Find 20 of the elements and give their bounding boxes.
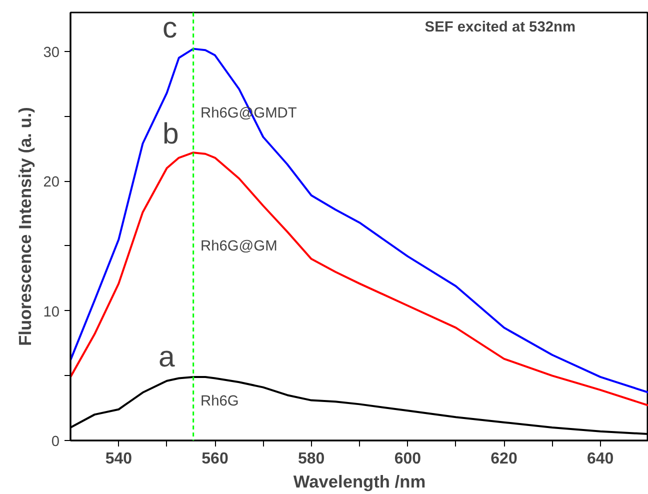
x-tick-label: 560 [202,450,228,468]
annotation: b [162,118,179,150]
annotation: SEF excited at 532nm [424,20,576,36]
series-label: Rh6G@GM [200,238,278,254]
y-tick-label: 30 [43,44,60,61]
x-tick-label: 580 [298,450,325,468]
y-tick-label: 0 [51,434,60,450]
annotation: a [158,340,176,374]
y-axis-title: Fluorescence Intensity (a. u.) [15,107,36,346]
series-label: Rh6G [200,394,239,410]
annotation: c [162,12,178,44]
x-tick-label: 640 [586,450,614,468]
x-tick-label: 600 [394,450,422,468]
line-series [70,48,648,394]
x-tick-label: 620 [490,450,518,468]
line-series [70,152,648,406]
x-tick-label: 540 [105,450,132,468]
y-tick-label: 10 [43,304,60,320]
x-axis-title: Wavelength /nm [293,472,426,492]
y-tick-label: 20 [43,174,60,191]
